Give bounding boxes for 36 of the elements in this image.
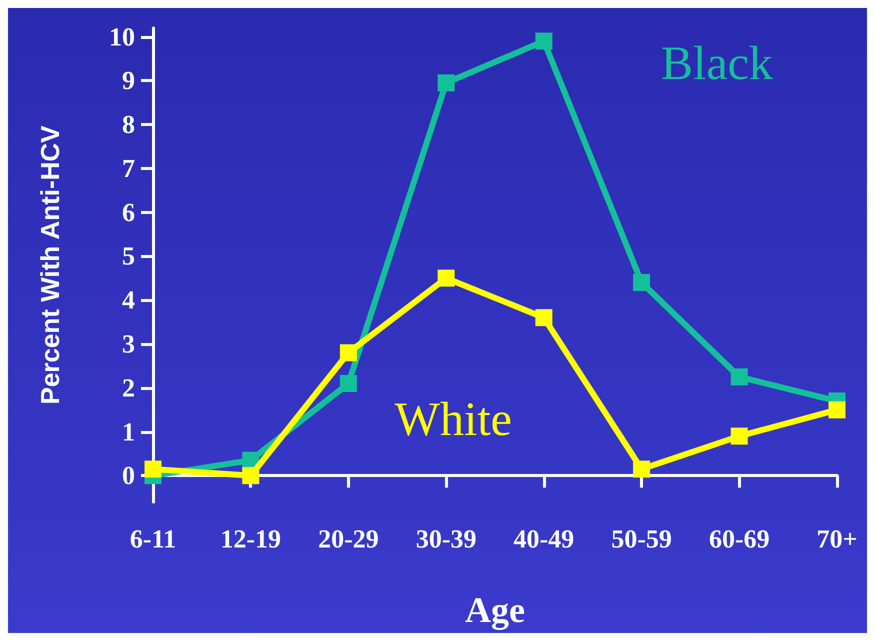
point xyxy=(828,401,846,418)
point xyxy=(633,274,650,292)
x-axis-title: Age xyxy=(465,590,526,630)
x-tick-label: 40-49 xyxy=(514,524,574,554)
x-tick-label: 60-69 xyxy=(708,524,770,554)
point xyxy=(730,428,748,445)
y-tick-label: 6 xyxy=(122,198,135,227)
y-tick-label: 7 xyxy=(122,154,135,183)
point xyxy=(535,32,552,50)
x-tick-label: 6-11 xyxy=(130,524,176,554)
y-axis-title: Percent With Anti-HCV xyxy=(35,124,65,405)
point xyxy=(438,74,455,92)
x-tick-label: 70+ xyxy=(816,524,858,554)
point xyxy=(242,467,260,484)
series-label: Black xyxy=(660,36,773,90)
x-tick-label: 50-59 xyxy=(611,524,672,554)
y-tick-label: 3 xyxy=(122,330,135,358)
y-tick-label: 4 xyxy=(122,286,135,315)
point xyxy=(340,344,357,362)
series-label: White xyxy=(394,393,512,446)
y-tick-label: 0 xyxy=(122,461,135,490)
point xyxy=(144,460,162,478)
y-tick-label: 10 xyxy=(109,22,135,52)
y-tick-label: 8 xyxy=(122,110,135,140)
y-tick-label: 5 xyxy=(122,242,135,271)
point xyxy=(633,460,650,478)
y-tick-label: 2 xyxy=(122,373,135,402)
y-tick-label: 1 xyxy=(122,417,135,446)
x-tick-label: 12-19 xyxy=(220,524,282,554)
point xyxy=(438,270,455,287)
y-tick-label: 9 xyxy=(122,66,135,96)
x-tick-label: 20-29 xyxy=(318,524,379,554)
point xyxy=(340,375,357,392)
point xyxy=(535,309,552,326)
x-tick-label: 30-39 xyxy=(416,524,476,554)
point xyxy=(730,368,748,386)
